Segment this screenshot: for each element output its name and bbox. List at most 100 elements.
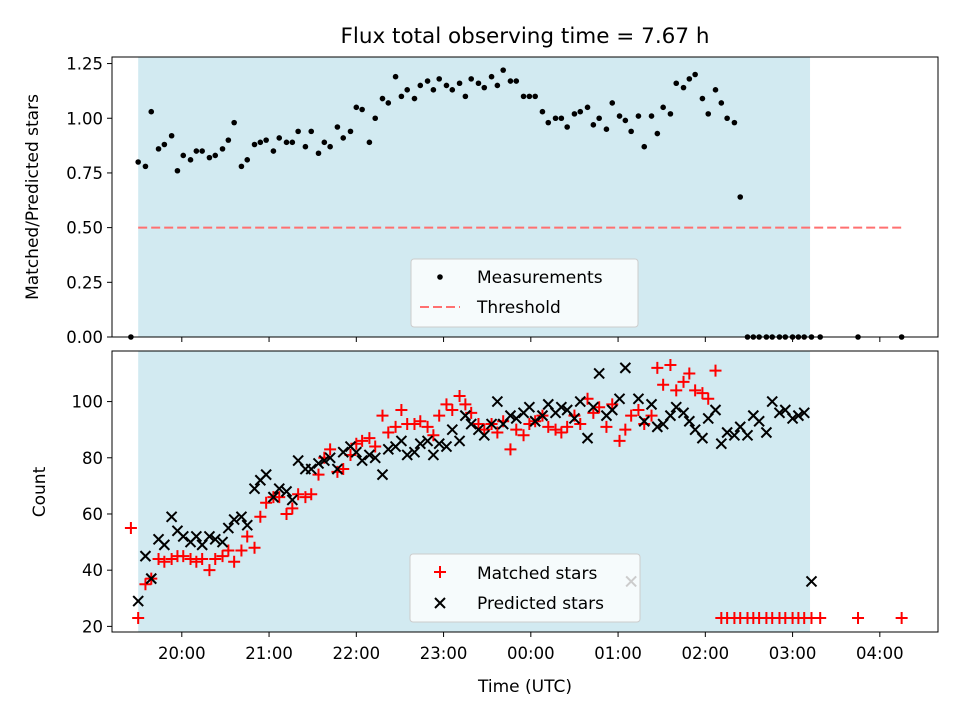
matched-star-point [677,375,690,388]
matched-star-point [542,420,555,433]
x-tick-label: 04:00 [856,644,904,663]
predicted-star-point [267,491,280,503]
matched-star-point [369,440,382,453]
predicted-star-point [401,449,413,461]
predicted-star-point [721,426,733,439]
measurement-point [680,84,687,91]
predicted-star-point [555,401,568,413]
matched-star-point [613,434,626,447]
measurement-point [270,148,277,154]
predicted-star-point [177,530,189,543]
measurement-point [193,148,200,154]
predicted-star-point [792,409,805,422]
predicted-star-point [632,393,645,405]
measurement-point [263,137,269,143]
x-tick-label: 23:00 [420,644,468,663]
predicted-star-point [414,438,427,450]
predicted-star-point [529,415,541,427]
predicted-star-point [465,418,477,430]
matched-star-point [664,359,677,372]
measurement-point [187,157,194,163]
predicted-star-point [446,423,458,436]
bottom-plot-frame [111,350,939,633]
predicted-star-point [651,421,664,433]
top-legend-box [410,258,639,328]
measurement-point [443,82,450,89]
predicted-star-point [235,511,248,523]
measurement-point [520,93,527,100]
measurement-point [628,128,634,135]
predicted-star-point [286,494,299,506]
measurement-point [327,143,333,150]
measurement-point [449,87,456,93]
matched-star-point [504,443,517,456]
matched-star-point [814,611,827,624]
matched-star-point [292,488,305,501]
measurement-point [411,95,418,102]
measurement-points [128,67,905,340]
matched-star-point [139,578,152,591]
matched-star-point [299,491,312,504]
measurement-point [334,124,341,130]
measurement-point [577,108,584,115]
predicted-star-point [766,395,778,408]
measurement-point [622,117,629,124]
top-y-tick-label: 0.50 [66,219,103,238]
measurement-point [603,126,610,132]
measurement-point [244,157,251,163]
matched-star-point [132,611,145,624]
measurement-point [135,159,141,165]
measurement-point [712,87,719,93]
matched-star-point [177,550,190,563]
matched-star-point [228,555,241,568]
matched-star-point [273,491,286,504]
legend-matched-label: Matched stars [477,564,597,584]
measurement-point [417,82,424,89]
measurement-point [724,115,730,122]
matched-star-point [376,409,389,422]
measurement-point [590,122,597,128]
matched-star-point [593,401,606,414]
measurement-point [545,119,552,126]
measurement-point [641,143,648,150]
measurement-point [283,139,290,146]
matched-star-point [433,409,446,422]
predicted-star-point [593,367,605,380]
matched-stars-points [124,359,908,624]
matched-star-point [408,418,421,431]
measurement-point [308,128,315,135]
measurement-point [372,115,379,122]
measurement-point [552,115,559,122]
predicted-star-point [741,429,754,442]
measurement-point [404,87,411,93]
matched-star-point [152,552,165,565]
measurement-point [340,135,347,141]
matched-star-point [459,398,472,411]
matched-star-point [670,384,683,397]
matched-star-point [517,429,530,442]
predicted-star-point [158,539,171,551]
top-y-ticks: 0.00 0.25 0.50 0.75 1.00 1.25 [66,55,112,347]
predicted-star-point [350,446,363,458]
measurement-point [366,139,373,146]
matched-star-point [549,423,562,436]
matched-star-point [453,389,466,402]
predicted-star-point [203,530,216,543]
legend-matched-marker [434,566,446,578]
x-axis-label: Time (UTC) [477,677,572,697]
matched-star-point [209,552,222,565]
chart-title: Flux total observing time = 7.67 h [341,24,710,49]
predicted-star-point [331,463,344,475]
measurement-point [616,113,623,119]
measurement-point [231,119,237,126]
bottom-y-axis-label: Count [30,466,50,517]
matched-star-point [222,544,235,557]
legend-predicted-label: Predicted stars [477,594,604,614]
measurement-point [481,84,488,91]
measurement-point [654,130,661,137]
legend-measurement-marker [437,274,443,280]
matched-star-point [216,550,229,563]
matched-star-point [165,552,178,565]
matched-star-point [184,552,197,565]
matched-star-point [158,555,171,568]
